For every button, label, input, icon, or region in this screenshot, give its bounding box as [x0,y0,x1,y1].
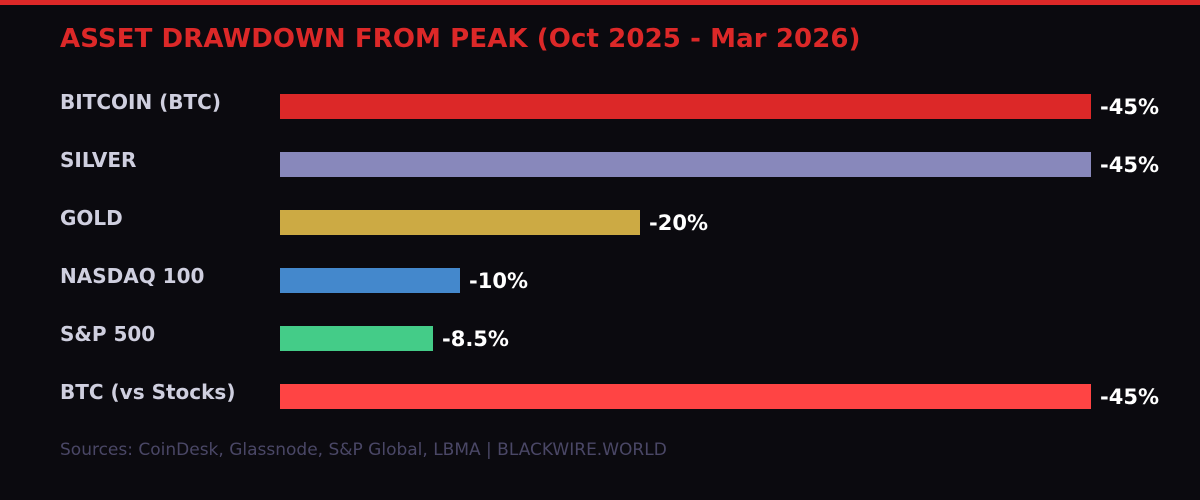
bar-row-nasdaq-100: NASDAQ 100 -10% [0,264,1200,298]
bar-value: -45% [1100,95,1159,119]
bar [280,326,433,351]
bar-label: NASDAQ 100 [60,264,205,288]
bar-row-bitcoin: BITCOIN (BTC) -45% [0,90,1200,124]
bar-value: -45% [1100,385,1159,409]
bar-label: GOLD [60,206,123,230]
bar-label: BITCOIN (BTC) [60,90,221,114]
bar-row-btc-vs-stocks: BTC (vs Stocks) -45% [0,380,1200,414]
bar-value: -8.5% [442,327,509,351]
bar [280,152,1091,177]
bar [280,210,640,235]
top-accent-stripe [0,0,1200,5]
bar-row-sp-500: S&P 500 -8.5% [0,322,1200,356]
bar-label: BTC (vs Stocks) [60,380,236,404]
bar-value: -45% [1100,153,1159,177]
source-footer: Sources: CoinDesk, Glassnode, S&P Global… [60,440,667,460]
bar [280,268,460,293]
bar-label: S&P 500 [60,322,156,346]
bar-row-gold: GOLD -20% [0,206,1200,240]
chart-title: ASSET DRAWDOWN FROM PEAK (Oct 2025 - Mar… [60,24,861,54]
bar-label: SILVER [60,148,137,172]
bar-row-silver: SILVER -45% [0,148,1200,182]
bar [280,384,1091,409]
bar-value: -10% [469,269,528,293]
bar-value: -20% [649,211,708,235]
bar [280,94,1091,119]
